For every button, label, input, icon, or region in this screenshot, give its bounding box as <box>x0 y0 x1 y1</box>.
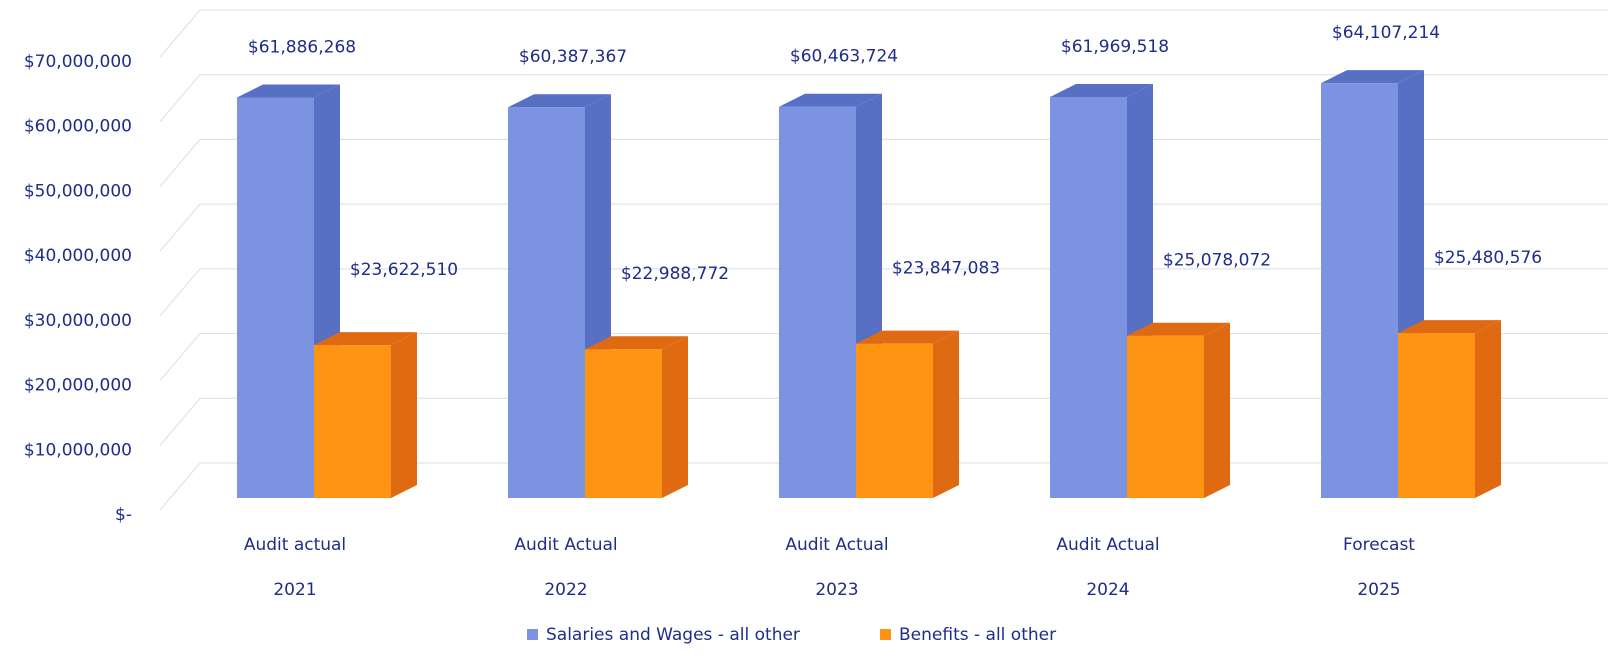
bar-top <box>1398 320 1501 334</box>
bar <box>314 332 417 498</box>
bar-top <box>1050 83 1153 97</box>
bar-side <box>1204 322 1230 498</box>
x-tick-label: Audit Actual <box>514 535 617 555</box>
y-tick-label: $30,000,000 <box>24 311 132 331</box>
legend-swatch <box>880 629 891 640</box>
x-tick-label: 2024 <box>1086 580 1129 600</box>
legend-label: Salaries and Wages - all other <box>546 625 800 645</box>
bar-front <box>1321 83 1398 499</box>
legend-swatch <box>527 629 538 640</box>
legend-label: Benefits - all other <box>899 625 1056 645</box>
y-tick-label: $- <box>115 505 132 525</box>
bar-top <box>1127 322 1230 336</box>
y-tick-label: $50,000,000 <box>24 181 132 201</box>
bar-top <box>856 330 959 344</box>
bar-side <box>1475 320 1501 498</box>
bar-front <box>856 343 933 498</box>
bar-side <box>391 332 417 498</box>
bar-top <box>585 336 688 350</box>
bar-top <box>237 84 340 98</box>
bar-front <box>237 97 314 498</box>
data-label: $23,622,510 <box>350 260 458 280</box>
y-tick-label: $20,000,000 <box>24 376 132 396</box>
x-tick-label: Forecast <box>1343 535 1415 555</box>
y-tick-label: $60,000,000 <box>24 117 132 137</box>
bar-front <box>779 106 856 499</box>
bar-top <box>508 94 611 108</box>
bar-front <box>508 107 585 499</box>
bar <box>237 84 340 498</box>
x-tick-label: 2025 <box>1357 580 1400 600</box>
data-label: $60,463,724 <box>790 47 898 67</box>
bar-top <box>1321 70 1424 84</box>
bar <box>585 336 688 498</box>
y-tick-label: $70,000,000 <box>24 52 132 72</box>
x-tick-label: Audit Actual <box>1056 535 1159 555</box>
x-tick-label: 2022 <box>544 580 587 600</box>
data-label: $22,988,772 <box>621 264 729 284</box>
data-label: $61,886,268 <box>248 38 356 58</box>
bar-front <box>585 349 662 498</box>
data-label: $23,847,083 <box>892 259 1000 279</box>
data-label: $64,107,214 <box>1332 23 1440 43</box>
bar-front <box>1398 333 1475 498</box>
bar <box>856 330 959 498</box>
data-label: $60,387,367 <box>519 47 627 67</box>
bar-side <box>662 336 688 498</box>
y-tick-label: $40,000,000 <box>24 246 132 266</box>
data-label: $25,480,576 <box>1434 248 1542 268</box>
x-tick-label: Audit actual <box>244 535 346 555</box>
y-tick-label: $10,000,000 <box>24 440 132 460</box>
data-label: $61,969,518 <box>1061 37 1169 57</box>
bar-front <box>1050 96 1127 498</box>
x-tick-label: 2021 <box>273 580 316 600</box>
bar-side <box>933 330 959 498</box>
grid-line <box>159 74 1608 123</box>
data-label: $25,078,072 <box>1163 251 1271 271</box>
bar-front <box>314 345 391 498</box>
bar <box>1127 322 1230 498</box>
bar-front <box>1127 335 1204 498</box>
x-tick-label: 2023 <box>815 580 858 600</box>
bar <box>1398 320 1501 498</box>
grid-line <box>159 9 1608 58</box>
bar-top <box>779 93 882 107</box>
x-tick-label: Audit Actual <box>785 535 888 555</box>
bar <box>779 93 882 499</box>
bar-top <box>314 332 417 346</box>
